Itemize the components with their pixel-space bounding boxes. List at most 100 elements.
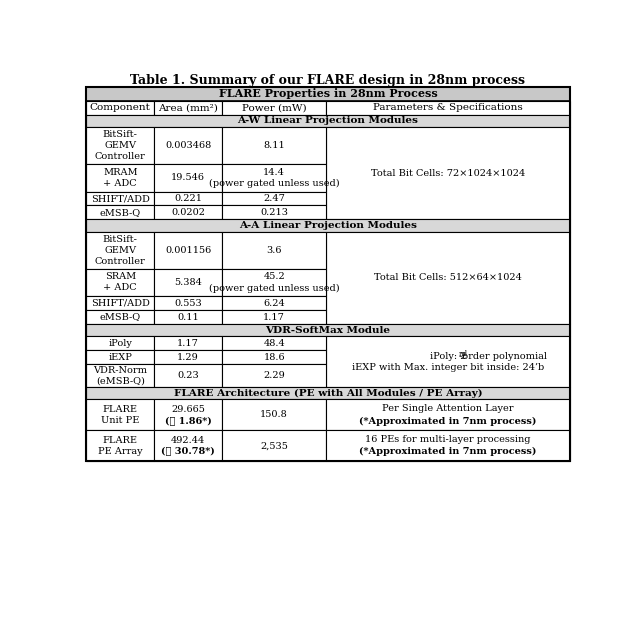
Text: Per Single Attention Layer: Per Single Attention Layer (382, 404, 514, 413)
Text: eMSB-Q: eMSB-Q (100, 313, 141, 321)
Text: 2,535: 2,535 (260, 441, 288, 450)
Text: VDR-Norm
(eMSB-Q): VDR-Norm (eMSB-Q) (93, 366, 147, 385)
Text: 150.8: 150.8 (260, 410, 288, 419)
Bar (86, 269, 154, 296)
Bar (154, 269, 222, 296)
Bar (326, 399, 570, 430)
Text: 0.213: 0.213 (260, 208, 288, 217)
Bar (154, 430, 222, 461)
Text: 3.6: 3.6 (266, 245, 282, 255)
Text: (≅ 1.86*): (≅ 1.86*) (164, 416, 211, 425)
Text: nd: nd (459, 351, 468, 358)
Text: FLARE Architecture (PE with All Modules / PE Array): FLARE Architecture (PE with All Modules … (173, 389, 483, 398)
Text: 1.29: 1.29 (177, 353, 199, 361)
Text: 2.29: 2.29 (263, 371, 285, 380)
Text: MRAM
+ ADC: MRAM + ADC (103, 167, 138, 188)
Bar (86, 115, 570, 127)
Text: SHIFT/ADD: SHIFT/ADD (91, 194, 150, 203)
Text: Table 1. Summary of our FLARE design in 28nm process: Table 1. Summary of our FLARE design in … (131, 74, 525, 87)
Bar (154, 164, 222, 191)
Bar (222, 430, 326, 461)
Bar (222, 337, 326, 350)
Bar (86, 87, 570, 461)
Text: 0.003468: 0.003468 (165, 141, 211, 150)
Text: iPoly: 2: iPoly: 2 (430, 352, 467, 361)
Bar (222, 364, 326, 387)
Text: 6.24: 6.24 (263, 299, 285, 307)
Bar (222, 296, 326, 310)
Text: FLARE
PE Array: FLARE PE Array (98, 436, 143, 456)
Text: 14.4
(power gated unless used): 14.4 (power gated unless used) (209, 167, 339, 188)
Text: 0.0202: 0.0202 (171, 208, 205, 217)
Bar (86, 231, 154, 269)
Text: 0.001156: 0.001156 (165, 245, 211, 255)
Text: 16 PEs for multi-layer processing: 16 PEs for multi-layer processing (365, 435, 531, 444)
Text: 1.17: 1.17 (177, 339, 199, 348)
Text: FLARE
Unit PE: FLARE Unit PE (101, 405, 140, 425)
Bar (86, 399, 154, 430)
Bar (154, 101, 222, 115)
Text: 48.4: 48.4 (263, 339, 285, 348)
Text: 0.221: 0.221 (174, 194, 202, 203)
Text: SRAM
+ ADC: SRAM + ADC (104, 273, 137, 292)
Text: VDR-SoftMax Module: VDR-SoftMax Module (266, 326, 390, 335)
Text: Total Bit Cells: 512×64×1024: Total Bit Cells: 512×64×1024 (374, 273, 522, 282)
Text: FLARE Properties in 28nm Process: FLARE Properties in 28nm Process (219, 88, 437, 100)
Text: 492.44: 492.44 (171, 436, 205, 445)
Bar (326, 127, 570, 219)
Text: BitSift-
GEMV
Controller: BitSift- GEMV Controller (95, 130, 146, 161)
Bar (154, 191, 222, 205)
Text: 29.665: 29.665 (171, 405, 205, 414)
Text: iEXP: iEXP (108, 353, 132, 361)
Bar (326, 101, 570, 115)
Text: 0.553: 0.553 (174, 299, 202, 307)
Bar (326, 337, 570, 387)
Bar (86, 337, 154, 350)
Bar (222, 101, 326, 115)
Bar (222, 127, 326, 164)
Text: Power (mW): Power (mW) (242, 103, 307, 112)
Text: Component: Component (90, 103, 151, 112)
Bar (154, 350, 222, 364)
Bar (154, 205, 222, 219)
Text: (*Approximated in 7nm process): (*Approximated in 7nm process) (360, 417, 537, 425)
Text: Total Bit Cells: 72×1024×1024: Total Bit Cells: 72×1024×1024 (371, 169, 525, 178)
Text: 1.17: 1.17 (263, 313, 285, 321)
Text: 8.11: 8.11 (263, 141, 285, 150)
Bar (154, 127, 222, 164)
Bar (222, 164, 326, 191)
Bar (86, 387, 570, 399)
Text: 2.47: 2.47 (263, 194, 285, 203)
Text: eMSB-Q: eMSB-Q (100, 208, 141, 217)
Bar (154, 310, 222, 324)
Text: 19.546: 19.546 (171, 173, 205, 182)
Text: (*Approximated in 7nm process): (*Approximated in 7nm process) (360, 447, 537, 456)
Bar (222, 191, 326, 205)
Bar (86, 430, 154, 461)
Text: Area (mm²): Area (mm²) (158, 103, 218, 112)
Text: 0.11: 0.11 (177, 313, 199, 321)
Bar (222, 310, 326, 324)
Bar (326, 430, 570, 461)
Bar (86, 310, 154, 324)
Bar (154, 337, 222, 350)
Bar (154, 231, 222, 269)
Bar (86, 350, 154, 364)
Text: (≅ 30.78*): (≅ 30.78*) (161, 446, 215, 456)
Bar (222, 205, 326, 219)
Text: iPoly: iPoly (108, 339, 132, 348)
Text: A-A Linear Projection Modules: A-A Linear Projection Modules (239, 221, 417, 230)
Bar (86, 205, 154, 219)
Text: 18.6: 18.6 (263, 353, 285, 361)
Bar (154, 364, 222, 387)
Bar (326, 231, 570, 324)
Bar (86, 101, 154, 115)
Bar (86, 219, 570, 231)
Text: 5.384: 5.384 (174, 278, 202, 287)
Text: A-W Linear Projection Modules: A-W Linear Projection Modules (237, 116, 419, 126)
Bar (86, 296, 154, 310)
Text: Parameters & Specifications: Parameters & Specifications (373, 103, 523, 112)
Text: SHIFT/ADD: SHIFT/ADD (91, 299, 150, 307)
Bar (154, 399, 222, 430)
Text: BitSift-
GEMV
Controller: BitSift- GEMV Controller (95, 235, 146, 266)
